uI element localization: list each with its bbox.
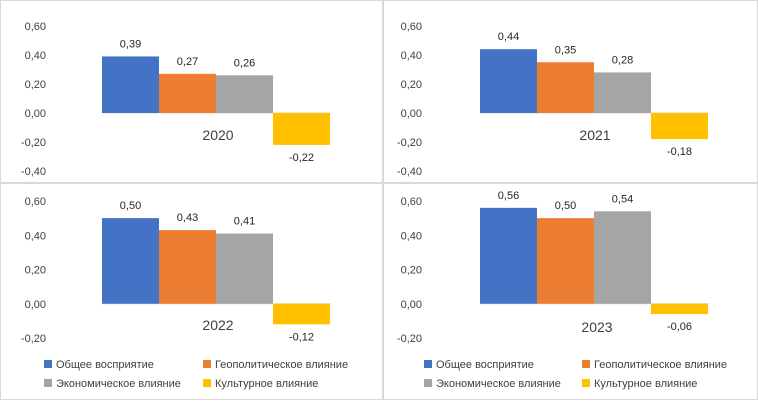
legend-item: Общее восприятие — [44, 359, 154, 371]
legend-label: Общее восприятие — [436, 359, 534, 371]
bar-2 — [216, 75, 273, 113]
legend-swatch — [203, 360, 211, 368]
data-label: -0,06 — [667, 321, 692, 333]
bar-2 — [594, 211, 651, 304]
y-tick-label: 0,00 — [401, 299, 422, 311]
data-label: -0,12 — [289, 331, 314, 343]
chart-panel-2022: 0,60 0,40 0,20 0,00 -0,20 0,50 0,43 0,41 -0,12 20… — [21, 196, 331, 345]
bar-0 — [480, 49, 537, 113]
year-label: 2023 — [581, 319, 612, 335]
bar-1 — [159, 73, 216, 113]
data-label: 0,50 — [120, 200, 141, 212]
legend-item: Культурное влияние — [582, 378, 697, 390]
legend-swatch — [44, 379, 52, 387]
y-tick-label: 0,40 — [25, 50, 46, 62]
y-tick-label: 0,40 — [25, 230, 46, 242]
panel-frame-2 — [0, 183, 383, 400]
chart-panel-2020: 0,60 0,40 0,20 0,00 -0,20 -0,40 0,39 0,27 0,26 -0… — [21, 21, 331, 178]
data-label: 0,54 — [612, 193, 633, 205]
y-tick-label: -0,40 — [397, 166, 422, 178]
bar-3 — [651, 303, 708, 315]
legend-swatch — [582, 379, 590, 387]
data-label: 0,39 — [120, 38, 141, 50]
bar-0 — [102, 56, 159, 113]
data-label: 0,50 — [555, 200, 576, 212]
y-tick-label: 0,60 — [401, 21, 422, 33]
legend-item: Общее восприятие — [424, 359, 534, 371]
y-tick-label: -0,40 — [21, 166, 46, 178]
data-label: 0,27 — [177, 56, 198, 68]
y-tick-label: 0,60 — [25, 196, 46, 208]
legend-0: Общее восприятие Геополитическое влияние Э… — [44, 359, 348, 390]
legend-item: Геополитическое влияние — [203, 359, 348, 371]
year-label: 2020 — [202, 127, 233, 143]
y-tick-label: -0,20 — [21, 333, 46, 345]
chart-panel-2023: 0,60 0,40 0,20 0,00 -0,20 0,56 0,50 0,54 -0,06 20… — [397, 190, 709, 345]
legend-item: Культурное влияние — [203, 378, 318, 390]
panel-frame-0 — [0, 0, 383, 183]
bar-2 — [594, 72, 651, 113]
y-tick-label: 0,60 — [401, 196, 422, 208]
legend-label: Геополитическое влияние — [594, 359, 727, 371]
legend-label: Культурное влияние — [215, 378, 318, 390]
y-tick-label: -0,20 — [397, 333, 422, 345]
legend-label: Общее восприятие — [56, 359, 154, 371]
bar-2 — [216, 233, 273, 304]
legend-item: Экономическое влияние — [44, 378, 181, 390]
y-tick-label: 0,20 — [401, 265, 422, 277]
y-tick-label: 0,20 — [401, 79, 422, 91]
bar-0 — [102, 218, 159, 304]
data-label: 0,43 — [177, 212, 198, 224]
data-label: 0,35 — [555, 44, 576, 56]
legend-item: Экономическое влияние — [424, 378, 561, 390]
legend-swatch — [424, 360, 432, 368]
bar-3 — [273, 303, 330, 325]
y-tick-label: 0,20 — [25, 265, 46, 277]
y-tick-label: 0,40 — [401, 230, 422, 242]
legend-label: Экономическое влияние — [56, 378, 181, 390]
data-label: -0,18 — [667, 146, 692, 158]
legend-label: Экономическое влияние — [436, 378, 561, 390]
legend-swatch — [203, 379, 211, 387]
bar-1 — [537, 62, 594, 113]
data-label: 0,56 — [498, 190, 519, 202]
y-tick-label: 0,00 — [25, 108, 46, 120]
legend-label: Геополитическое влияние — [215, 359, 348, 371]
y-tick-label: 0,60 — [25, 21, 46, 33]
legend-swatch — [44, 360, 52, 368]
legend-item: Геополитическое влияние — [582, 359, 727, 371]
legend-swatch — [424, 379, 432, 387]
year-label: 2022 — [202, 317, 233, 333]
bar-1 — [537, 218, 594, 304]
bar-0 — [480, 207, 537, 304]
legend-swatch — [582, 360, 590, 368]
data-label: 0,44 — [498, 31, 519, 43]
bar-3 — [651, 113, 708, 140]
year-label: 2021 — [579, 127, 610, 143]
y-tick-label: -0,20 — [21, 137, 46, 149]
data-label: -0,22 — [289, 152, 314, 164]
y-tick-label: -0,20 — [397, 137, 422, 149]
chart-panel-2021: 0,60 0,40 0,20 0,00 -0,20 -0,40 0,44 0,35 0,28 -0… — [397, 21, 709, 178]
legend-1: Общее восприятие Геополитическое влияние Э… — [424, 359, 727, 390]
y-tick-label: 0,20 — [25, 79, 46, 91]
data-label: 0,26 — [234, 57, 255, 69]
bar-3 — [273, 113, 330, 145]
y-tick-label: 0,00 — [25, 299, 46, 311]
y-tick-label: 0,40 — [401, 50, 422, 62]
bar-1 — [159, 230, 216, 304]
legend-label: Культурное влияние — [594, 378, 697, 390]
data-label: 0,41 — [234, 216, 255, 228]
y-tick-label: 0,00 — [401, 108, 422, 120]
data-label: 0,28 — [612, 54, 633, 66]
